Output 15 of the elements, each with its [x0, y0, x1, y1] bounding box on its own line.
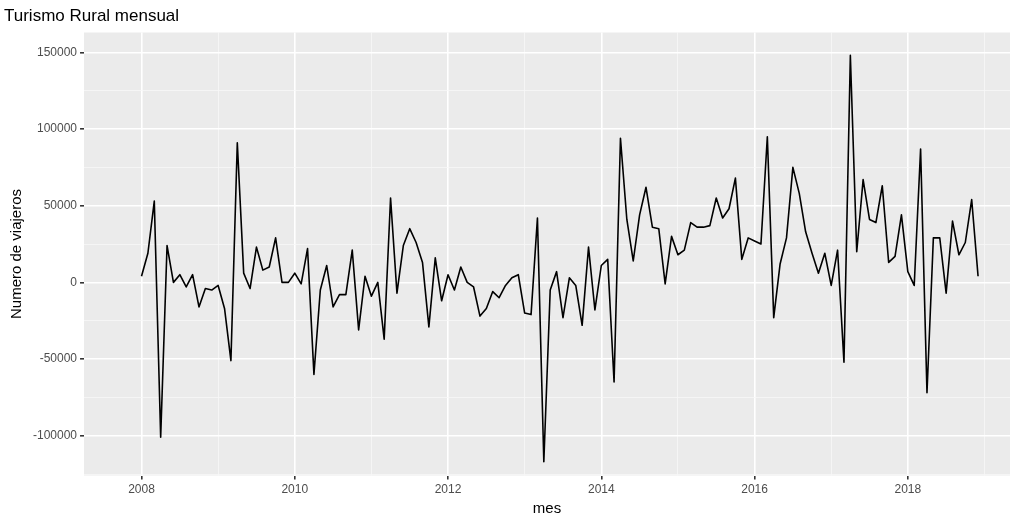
x-tick-label: 2010	[281, 482, 309, 497]
y-tick-label: 100000	[36, 121, 78, 136]
x-tick-label: 2008	[128, 482, 156, 497]
x-tick-label: 2016	[741, 482, 769, 497]
x-tick-label: 2014	[587, 482, 615, 497]
x-tick-label: 2018	[894, 482, 922, 497]
chart-title: Turismo Rural mensual	[4, 5, 180, 25]
y-tick-label: 0	[70, 274, 78, 289]
y-axis-title: Numero de viajeros	[7, 188, 25, 320]
y-tick-label: 150000	[36, 44, 78, 59]
x-axis-title: mes	[532, 499, 562, 517]
y-tick-label: 50000	[43, 198, 78, 213]
y-tick-label: -50000	[39, 351, 78, 366]
y-tick-label: -100000	[32, 428, 78, 443]
x-tick-label: 2012	[434, 482, 462, 497]
